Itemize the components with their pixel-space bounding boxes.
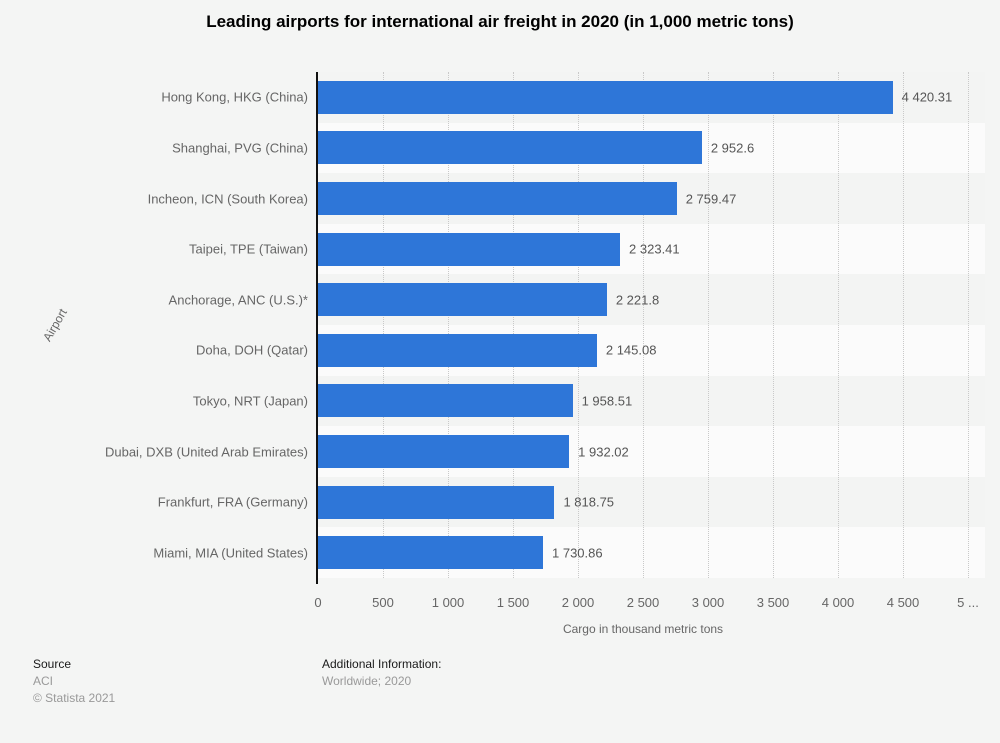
value-label: 4 420.31 (901, 89, 953, 105)
category-label: Tokyo, NRT (Japan) (192, 393, 308, 409)
gridline (838, 72, 839, 578)
value-label: 1 818.75 (563, 494, 615, 510)
gridline (643, 72, 644, 578)
category-label: Miami, MIA (United States) (153, 545, 308, 561)
source-name: ACI (33, 674, 54, 688)
x-tick-label: 1 500 (496, 595, 530, 610)
bar-10[interactable] (318, 536, 543, 570)
bar-6[interactable] (318, 333, 597, 367)
x-axis-title: Cargo in thousand metric tons (562, 622, 724, 636)
value-label: 1 730.86 (552, 545, 603, 561)
chart-title: Leading airports for international air f… (206, 12, 794, 31)
plot-area: 4 420.31 2 952.6 2 759.47 2 323.41 2 221.8 2 … (318, 72, 985, 578)
category-label: Incheon, ICN (South Korea) (147, 191, 308, 206)
gridline (513, 72, 514, 578)
gridline (903, 72, 904, 578)
x-tick-label: 4 500 (886, 595, 920, 610)
bar-7[interactable] (318, 384, 573, 418)
source-label: Source (33, 657, 72, 671)
value-label: 2 145.08 (605, 342, 657, 358)
x-tick-label: 5 ... (957, 595, 979, 610)
statista-copyright: © Statista 2021 (33, 691, 116, 705)
bar-3[interactable] (318, 182, 677, 215)
x-tick-label: 1 000 (431, 595, 465, 610)
value-label: 2 952.6 (710, 140, 755, 156)
bar-2[interactable] (318, 131, 702, 165)
bar-4[interactable] (318, 232, 621, 266)
additional-info-label: Additional Information: (322, 657, 442, 671)
category-label: Doha, DOH (Qatar) (196, 342, 308, 358)
bar-1[interactable] (318, 80, 893, 114)
bar-5[interactable] (318, 283, 607, 317)
x-tick-label: 3 000 (691, 595, 725, 610)
x-tick-label: 4 000 (821, 595, 855, 610)
category-label: Taipei, TPE (Taiwan) (189, 241, 308, 257)
value-label: 1 958.51 (581, 393, 633, 409)
footer-additional-block: Additional Information: Worldwide; 2020 (322, 656, 441, 690)
gridline (578, 72, 579, 578)
value-label: 2 759.47 (685, 191, 737, 206)
gridline (448, 72, 449, 578)
gridline (383, 72, 384, 578)
x-tick-label: 2 000 (561, 595, 595, 610)
x-tick-label: 0 (314, 595, 322, 610)
category-label: Frankfurt, FRA (Germany) (157, 494, 308, 510)
additional-info-value: Worldwide; 2020 (322, 674, 412, 688)
bar-9[interactable] (318, 485, 555, 519)
x-tick-label: 2 500 (626, 595, 660, 610)
x-tick-label: 3 500 (756, 595, 790, 610)
bar-8[interactable] (318, 435, 570, 468)
gridline (773, 72, 774, 578)
value-label: 1 932.02 (578, 444, 629, 459)
category-label: Shanghai, PVG (China) (172, 140, 308, 156)
gridline (708, 72, 709, 578)
footer-source-block: Source ACI © Statista 2021 (33, 656, 115, 707)
category-label: Anchorage, ANC (U.S.)* (168, 292, 308, 308)
category-label: Dubai, DXB (United Arab Emirates) (104, 444, 308, 459)
value-label: 2 221.8 (615, 292, 660, 308)
value-label: 2 323.41 (629, 241, 680, 257)
gridline (968, 72, 969, 578)
category-label: Hong Kong, HKG (China) (161, 89, 308, 105)
y-axis-line (316, 72, 318, 584)
x-tick-label: 500 (372, 595, 394, 610)
